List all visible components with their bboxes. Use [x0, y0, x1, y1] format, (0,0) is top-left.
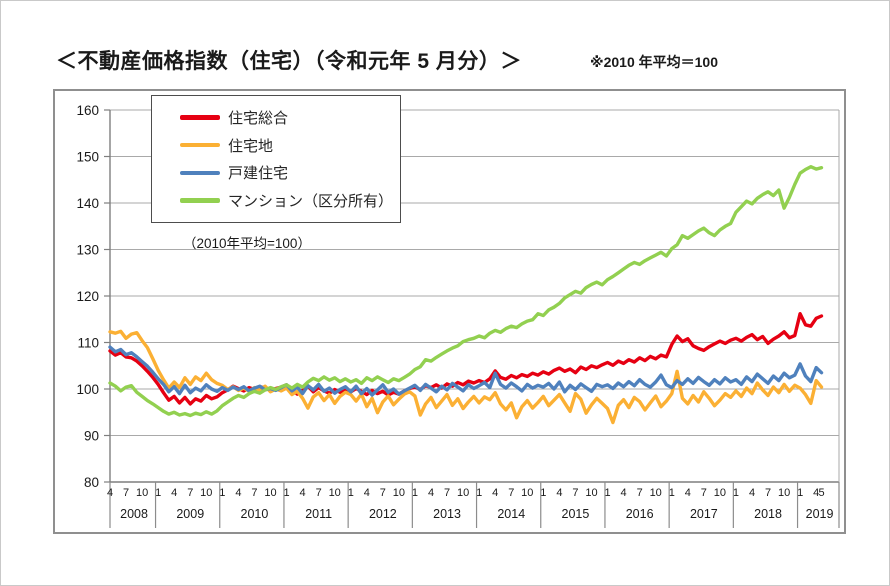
svg-text:2014: 2014	[497, 507, 525, 521]
svg-text:2009: 2009	[176, 507, 204, 521]
svg-text:2017: 2017	[690, 507, 718, 521]
svg-text:7: 7	[123, 487, 129, 499]
svg-text:2011: 2011	[305, 507, 332, 521]
legend-label: 住宅総合	[228, 110, 289, 127]
svg-text:80: 80	[84, 475, 99, 490]
legend-item-land: 住宅地	[180, 135, 390, 156]
svg-text:1: 1	[733, 487, 739, 499]
svg-text:7: 7	[701, 487, 707, 499]
svg-text:5: 5	[818, 487, 824, 499]
svg-text:4: 4	[171, 487, 177, 499]
svg-text:1: 1	[476, 487, 482, 499]
svg-text:4: 4	[556, 487, 562, 499]
svg-text:2015: 2015	[562, 507, 590, 521]
svg-text:90: 90	[84, 429, 99, 444]
legend: 住宅総合 住宅地 戸建住宅 マンション（区分所有）	[151, 95, 401, 223]
svg-text:7: 7	[444, 487, 450, 499]
series-マンション（区分所有）	[108, 164, 824, 418]
svg-text:160: 160	[76, 103, 99, 118]
svg-text:10: 10	[136, 487, 148, 499]
svg-text:4: 4	[107, 487, 113, 499]
svg-text:2019: 2019	[806, 507, 834, 521]
legend-swatch-yellow	[180, 142, 220, 148]
chart-frame: 80 90 100 110 120 130 140 150 160 4 7 10 1 2008 4 7 10 1 2…	[53, 89, 846, 534]
svg-text:2016: 2016	[626, 507, 654, 521]
svg-text:1: 1	[540, 487, 546, 499]
svg-text:1: 1	[155, 487, 161, 499]
legend-item-condo: マンション（区分所有）	[180, 190, 394, 211]
legend-swatch-red	[180, 115, 220, 120]
svg-text:7: 7	[765, 487, 771, 499]
svg-text:10: 10	[585, 487, 597, 499]
svg-text:4: 4	[428, 487, 434, 499]
svg-text:4: 4	[364, 487, 370, 499]
svg-text:10: 10	[329, 487, 341, 499]
svg-text:1: 1	[604, 487, 610, 499]
page-title: ＜不動産価格指数（住宅）（令和元年 5 月分）＞	[56, 50, 522, 73]
svg-text:10: 10	[778, 487, 790, 499]
svg-text:120: 120	[76, 289, 99, 304]
svg-text:4: 4	[621, 487, 627, 499]
svg-text:4: 4	[300, 487, 306, 499]
legend-label: 戸建住宅	[228, 165, 289, 183]
legend-swatch-blue	[180, 170, 220, 176]
svg-text:4: 4	[235, 487, 241, 499]
svg-text:1: 1	[219, 487, 225, 499]
svg-text:2013: 2013	[433, 507, 461, 521]
svg-text:10: 10	[714, 487, 726, 499]
svg-text:110: 110	[77, 336, 99, 351]
svg-text:10: 10	[393, 487, 405, 499]
legend-label: マンション（区分所有）	[228, 192, 394, 210]
svg-text:7: 7	[637, 487, 643, 499]
svg-text:10: 10	[650, 487, 662, 499]
svg-text:7: 7	[380, 487, 386, 499]
legend-baseline-note: （2010年平均=100）	[183, 236, 311, 251]
svg-text:1: 1	[797, 487, 803, 499]
svg-text:150: 150	[76, 150, 99, 165]
svg-text:10: 10	[521, 487, 533, 499]
svg-text:10: 10	[200, 487, 212, 499]
legend-item-composite: 住宅総合	[180, 107, 390, 128]
svg-text:2008: 2008	[120, 507, 148, 521]
svg-text:7: 7	[316, 487, 322, 499]
legend-label: 住宅地	[228, 137, 274, 155]
svg-text:4: 4	[749, 487, 755, 499]
legend-swatch-green	[180, 198, 220, 203]
svg-text:2012: 2012	[369, 507, 397, 521]
svg-text:4: 4	[685, 487, 691, 499]
svg-text:7: 7	[508, 487, 514, 499]
svg-text:7: 7	[187, 487, 193, 499]
svg-text:2018: 2018	[754, 507, 782, 521]
svg-text:4: 4	[492, 487, 498, 499]
svg-text:7: 7	[572, 487, 578, 499]
svg-text:1: 1	[348, 487, 354, 499]
svg-text:100: 100	[76, 382, 99, 397]
baseline-note: ※2010 年平均＝100	[590, 54, 719, 70]
svg-text:1: 1	[669, 487, 675, 499]
svg-text:7: 7	[251, 487, 257, 499]
series-戸建住宅	[108, 345, 824, 397]
svg-text:4: 4	[813, 487, 819, 499]
legend-item-detached: 戸建住宅	[180, 162, 390, 183]
svg-text:1: 1	[283, 487, 289, 499]
svg-text:140: 140	[76, 196, 99, 211]
svg-text:10: 10	[264, 487, 276, 499]
svg-text:2010: 2010	[241, 507, 269, 521]
svg-text:1: 1	[412, 487, 418, 499]
svg-text:10: 10	[457, 487, 469, 499]
svg-text:130: 130	[76, 243, 99, 258]
